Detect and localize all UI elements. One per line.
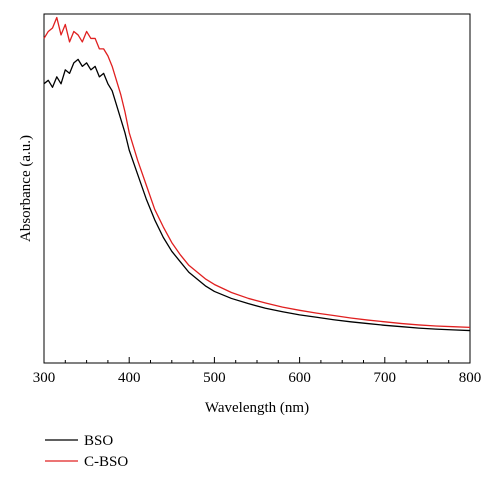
x-axis: 300 400 500 600 700 800: [33, 357, 482, 386]
y-axis-title: Absorbance (a.u.): [18, 135, 34, 242]
x-tick-label: 700: [374, 370, 397, 386]
series-layer: [43, 16, 471, 332]
x-tick-label: 600: [288, 370, 311, 386]
x-tick-label: 300: [33, 370, 56, 386]
series-line-c-bso: [43, 16, 471, 329]
x-tick-label: 800: [459, 370, 482, 386]
plot-frame: [43, 13, 471, 364]
x-tick-label: 500: [203, 370, 226, 386]
x-tick-label: 400: [118, 370, 141, 386]
legend-label-bso: BSO: [84, 433, 113, 449]
x-axis-title: Wavelength (nm): [205, 400, 309, 416]
legend-label-c-bso: C-BSO: [84, 454, 128, 470]
legend: BSO C-BSO: [45, 433, 128, 470]
plot-area: [43, 13, 471, 364]
series-line-bso: [43, 58, 471, 332]
